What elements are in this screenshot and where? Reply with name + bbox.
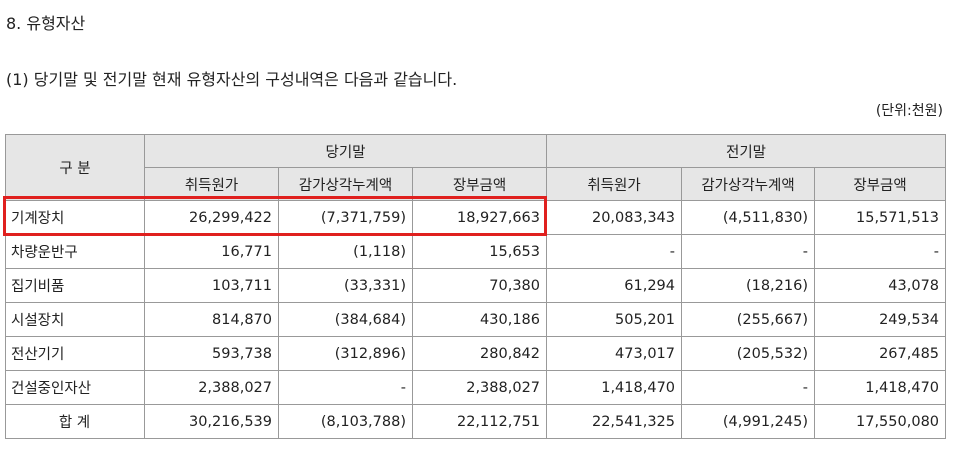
row-label: 기계장치	[5, 200, 145, 235]
table-cell: 70,380	[411, 268, 548, 303]
unit-label: (단위:천원)	[875, 103, 943, 119]
table-cell: 61,294	[546, 268, 683, 303]
table-cell: 593,738	[144, 336, 279, 371]
header-current-period: 당기말	[143, 134, 548, 168]
table-cell: -	[681, 370, 816, 405]
table-cell: 249,534	[814, 302, 947, 337]
table-row: 기계장치 26,299,422 (7,371,759) 18,927,663 2…	[5, 200, 947, 235]
header-acquisition-cost: 취득원가	[546, 167, 683, 201]
table-cell: (4,991,245)	[681, 404, 816, 439]
table-row: 차량운반구 16,771 (1,118) 15,653 - - -	[5, 234, 947, 269]
table-cell: (384,684)	[278, 302, 413, 337]
table-row: 집기비품 103,711 (33,331) 70,380 61,294 (18,…	[5, 268, 947, 303]
table-cell: (33,331)	[278, 268, 413, 303]
header-accumulated-depreciation: 감가상각누계액	[278, 167, 413, 201]
table-cell: 2,388,027	[144, 370, 279, 405]
row-label: 건설중인자산	[5, 370, 145, 405]
table-cell: 814,870	[144, 302, 279, 337]
row-label: 집기비품	[5, 268, 145, 303]
table-cell: 505,201	[546, 302, 683, 337]
header-acquisition-cost: 취득원가	[144, 167, 279, 201]
table-cell: (7,371,759)	[278, 200, 413, 235]
header-book-value: 장부금액	[411, 167, 548, 201]
table-cell: 20,083,343	[546, 200, 683, 235]
table-cell: 473,017	[546, 336, 683, 371]
section-heading: 8. 유형자산	[6, 14, 86, 33]
table-cell: (255,667)	[681, 302, 816, 337]
table-cell: 15,571,513	[814, 200, 947, 235]
table-cell: 18,927,663	[411, 200, 548, 235]
row-label: 시설장치	[5, 302, 145, 337]
table-cell: 15,653	[411, 234, 548, 269]
header-book-value: 장부금액	[814, 167, 947, 201]
table-cell: 22,112,751	[411, 404, 548, 439]
table-cell: (312,896)	[278, 336, 413, 371]
table-cell: -	[546, 234, 683, 269]
table-cell: 43,078	[814, 268, 947, 303]
table-cell: (4,511,830)	[681, 200, 816, 235]
header-accumulated-depreciation: 감가상각누계액	[681, 167, 816, 201]
table-cell: 430,186	[411, 302, 548, 337]
header-category: 구 분	[5, 134, 145, 201]
table-cell: 2,388,027	[411, 370, 548, 405]
table-cell: 30,216,539	[144, 404, 279, 439]
table-cell: 22,541,325	[546, 404, 683, 439]
section-subheading: (1) 당기말 및 전기말 현재 유형자산의 구성내역은 다음과 같습니다.	[6, 70, 458, 89]
table-row: 전산기기 593,738 (312,896) 280,842 473,017 (…	[5, 336, 947, 371]
table-cell: -	[681, 234, 816, 269]
table-cell: 17,550,080	[814, 404, 947, 439]
table-cell: -	[278, 370, 413, 405]
table-cell: 1,418,470	[546, 370, 683, 405]
table-row: 시설장치 814,870 (384,684) 430,186 505,201 (…	[5, 302, 947, 337]
table-cell: (205,532)	[681, 336, 816, 371]
row-label: 전산기기	[5, 336, 145, 371]
table-cell: 26,299,422	[144, 200, 279, 235]
row-label: 차량운반구	[5, 234, 145, 269]
total-row: 합 계 30,216,539 (8,103,788) 22,112,751 22…	[5, 404, 947, 439]
table-cell: 103,711	[144, 268, 279, 303]
table-cell: 1,418,470	[814, 370, 947, 405]
table-cell: (8,103,788)	[278, 404, 413, 439]
tangible-assets-table: 구 분 당기말 전기말 취득원가 감가상각누계액 장부금액 취득원가 감가상각누…	[5, 134, 947, 439]
table-cell: -	[814, 234, 947, 269]
header-prior-period: 전기말	[546, 134, 947, 168]
table-cell: (1,118)	[278, 234, 413, 269]
table-cell: (18,216)	[681, 268, 816, 303]
table-cell: 280,842	[411, 336, 548, 371]
total-label: 합 계	[5, 404, 145, 439]
table-cell: 16,771	[144, 234, 279, 269]
table-cell: 267,485	[814, 336, 947, 371]
table-row: 건설중인자산 2,388,027 - 2,388,027 1,418,470 -…	[5, 370, 947, 405]
